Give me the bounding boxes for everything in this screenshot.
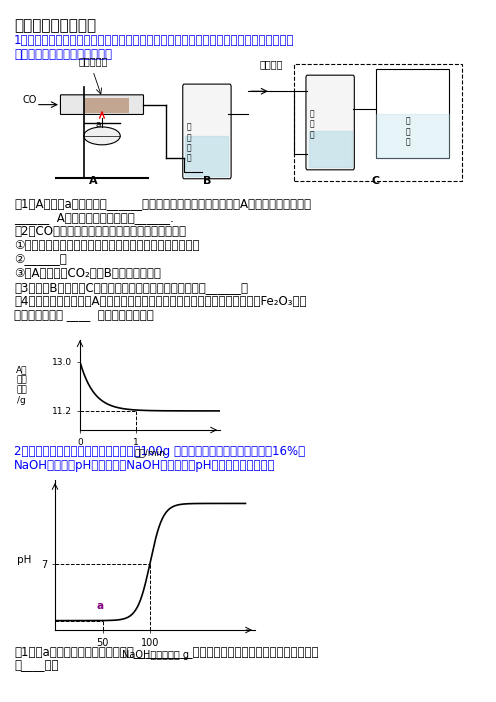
Text: （2）CO气体除作为反应物外，还能起到的作用是：: （2）CO气体除作为反应物外，还能起到的作用是： xyxy=(14,225,186,238)
Text: ③将A装置中的CO₂送入B装置的溶液中。: ③将A装置中的CO₂送入B装置的溶液中。 xyxy=(14,267,161,280)
Text: B: B xyxy=(203,176,211,186)
FancyBboxPatch shape xyxy=(294,65,462,180)
Text: 尾气处理: 尾气处理 xyxy=(259,59,283,69)
X-axis label: NaOH溶液的质量 g: NaOH溶液的质量 g xyxy=(122,651,188,661)
Text: （4）若反应过程中装置A固体质量的变化情况如图所示，则所取氧化铁样品中Fe₂O₃的质: （4）若反应过程中装置A固体质量的变化情况如图所示，则所取氧化铁样品中Fe₂O₃… xyxy=(14,295,307,308)
Text: （3）若将B装置改成C虚线方框内装置，则还起到的作用是______。: （3）若将B装置改成C虚线方框内装置，则还起到的作用是______。 xyxy=(14,281,248,294)
Text: A: A xyxy=(89,176,97,186)
FancyBboxPatch shape xyxy=(84,98,129,113)
Text: a: a xyxy=(95,120,101,129)
Text: NaOH溶液，用pH计测得滴入NaOH溶液质量与pH的关系如下图所示。: NaOH溶液，用pH计测得滴入NaOH溶液质量与pH的关系如下图所示。 xyxy=(14,459,275,472)
Text: C: C xyxy=(372,176,380,186)
Text: ______  A装置中反应的方程式为______.: ______ A装置中反应的方程式为______. xyxy=(14,211,174,224)
Text: 量分数为多少？ ____  （写出计算过程）: 量分数为多少？ ____ （写出计算过程） xyxy=(14,309,154,322)
Text: （1）A中仪器a的名称为：______，实验进行一段时间后，玻璃管A中出现的主要现象为: （1）A中仪器a的名称为：______，实验进行一段时间后，玻璃管A中出现的主要… xyxy=(14,197,311,210)
FancyBboxPatch shape xyxy=(306,75,354,170)
Text: 2．为测定某稀盐酸溶液的质量分数，取100g 该溶液于烧杯中，向烧杯中滴入16%的: 2．为测定某稀盐酸溶液的质量分数，取100g 该溶液于烧杯中，向烧杯中滴入16%… xyxy=(14,445,305,458)
Text: 石
灰
水: 石 灰 水 xyxy=(310,109,314,139)
Text: 氧化铁样品: 氧化铁样品 xyxy=(78,56,108,67)
FancyBboxPatch shape xyxy=(183,84,231,179)
FancyBboxPatch shape xyxy=(376,69,449,158)
Ellipse shape xyxy=(84,127,120,145)
Text: 石
灰
水: 石 灰 水 xyxy=(405,117,410,146)
Text: 呈____色。: 呈____色。 xyxy=(14,659,59,672)
Text: 石
澄
清
水: 石 澄 清 水 xyxy=(186,123,191,163)
Text: 置如图所示，请回答有关问题：: 置如图所示，请回答有关问题： xyxy=(14,48,112,61)
Text: CO: CO xyxy=(22,95,37,105)
Text: （1）在a点时，烧杯中溶液的溶质是__________，此时向溶液中滴入紫色石蕊试液，溶液: （1）在a点时，烧杯中溶液的溶质是__________，此时向溶液中滴入紫色石蕊… xyxy=(14,645,318,658)
Text: a: a xyxy=(97,602,104,611)
Text: ②______；: ②______； xyxy=(14,253,67,266)
Text: ①实验开始时，排尽装置中的空气，防止加热时发生爆炸；: ①实验开始时，排尽装置中的空气，防止加热时发生爆炸； xyxy=(14,239,199,252)
Text: 一、初中化学计算题: 一、初中化学计算题 xyxy=(14,18,96,33)
Y-axis label: pH: pH xyxy=(17,555,32,565)
Y-axis label: A中
固体
质量
/g: A中 固体 质量 /g xyxy=(16,365,27,405)
X-axis label: 时间/min: 时间/min xyxy=(134,448,166,457)
Text: 1．某化学兴趣小组用一氧化碳与氧化铁样品（含少量杂质）的反应来探究炼铁的原理，装: 1．某化学兴趣小组用一氧化碳与氧化铁样品（含少量杂质）的反应来探究炼铁的原理，装 xyxy=(14,34,295,47)
FancyBboxPatch shape xyxy=(61,95,143,114)
